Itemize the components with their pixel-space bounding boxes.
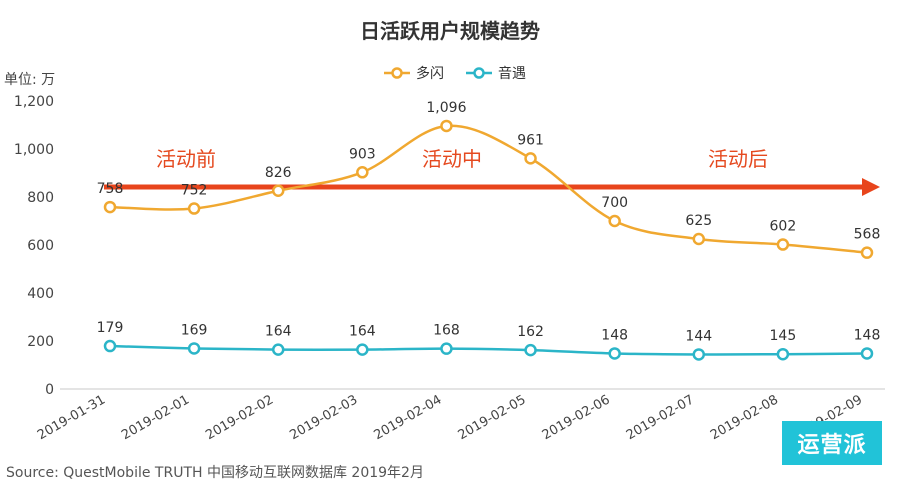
unit-label: 单位: 万 <box>4 72 55 88</box>
data-label: 164 <box>265 324 292 340</box>
legend: 多闪 音遇 <box>384 65 526 82</box>
data-point <box>271 184 285 198</box>
data-point <box>440 119 453 133</box>
phase-annotation: 活动中 <box>422 147 482 171</box>
data-label: 1,096 <box>426 100 466 116</box>
y-tick-label: 200 <box>27 334 54 350</box>
plot-area: 758 752 826 903 1,096 961 700 625 602 568 179 169 16… <box>97 100 881 361</box>
y-tick-label: 0 <box>45 382 54 398</box>
phase-annotation: 活动前 <box>156 147 216 171</box>
x-tick-label: 2019-02-01 <box>119 392 192 443</box>
data-point <box>356 166 369 179</box>
x-tick-label: 2019-02-06 <box>540 392 613 443</box>
x-tick-label: 2019-02-02 <box>203 392 276 443</box>
data-label: 758 <box>97 181 124 197</box>
source-caption: Source: QuestMobile TRUTH 中国移动互联网数据库 201… <box>6 465 424 481</box>
data-point <box>187 202 201 215</box>
data-label: 903 <box>349 146 376 162</box>
data-label: 168 <box>433 323 460 339</box>
data-point <box>271 343 285 356</box>
data-label: 164 <box>349 324 376 340</box>
data-label: 148 <box>601 327 628 343</box>
data-label: 144 <box>685 328 712 344</box>
data-label: 145 <box>770 328 797 344</box>
data-label: 148 <box>854 327 881 343</box>
data-label: 568 <box>854 227 881 243</box>
reference-arrow-head <box>862 178 880 196</box>
data-label: 826 <box>265 165 292 181</box>
series-line <box>109 344 868 356</box>
legend-marker <box>391 67 403 79</box>
x-tick-label: 2019-02-04 <box>372 392 445 443</box>
data-point <box>608 347 621 360</box>
x-tick-label: 2019-01-31 <box>35 392 108 443</box>
data-label: 625 <box>685 213 712 229</box>
data-label: 179 <box>97 320 124 336</box>
brand-badge: 运营派 <box>782 421 882 465</box>
data-point <box>776 238 790 251</box>
data-point <box>103 339 117 353</box>
x-tick-label: 2019-02-07 <box>624 392 697 443</box>
y-tick-label: 600 <box>27 238 54 254</box>
data-point <box>692 232 706 246</box>
x-tick-label: 2019-02-03 <box>287 392 360 443</box>
data-point <box>103 200 117 214</box>
data-point <box>524 152 537 165</box>
data-label: 752 <box>181 183 208 199</box>
legend-label: 多闪 <box>416 65 444 82</box>
data-label: 961 <box>517 132 544 148</box>
data-label: 162 <box>517 324 544 340</box>
data-label: 169 <box>181 322 208 338</box>
series-line <box>109 124 868 254</box>
data-label: 602 <box>770 219 797 235</box>
y-tick-label: 400 <box>27 286 54 302</box>
data-point <box>356 343 369 356</box>
data-point <box>860 246 874 259</box>
data-label: 700 <box>601 195 628 211</box>
data-point <box>524 343 537 357</box>
data-point <box>776 347 790 361</box>
chart-title: 日活跃用户规模趋势 <box>360 19 540 43</box>
x-tick-label: 2019-02-08 <box>708 392 781 443</box>
x-tick-label: 2019-02-05 <box>456 392 529 443</box>
data-point <box>440 342 453 355</box>
legend-marker <box>473 67 485 79</box>
data-point <box>692 348 706 361</box>
data-point <box>860 347 874 360</box>
legend-label: 音遇 <box>498 65 526 82</box>
data-point <box>608 214 621 228</box>
y-tick-label: 1,200 <box>14 94 54 110</box>
phase-annotation: 活动后 <box>708 147 768 171</box>
y-tick-label: 800 <box>27 190 54 206</box>
y-tick-label: 1,000 <box>14 142 54 158</box>
data-point <box>187 342 201 355</box>
